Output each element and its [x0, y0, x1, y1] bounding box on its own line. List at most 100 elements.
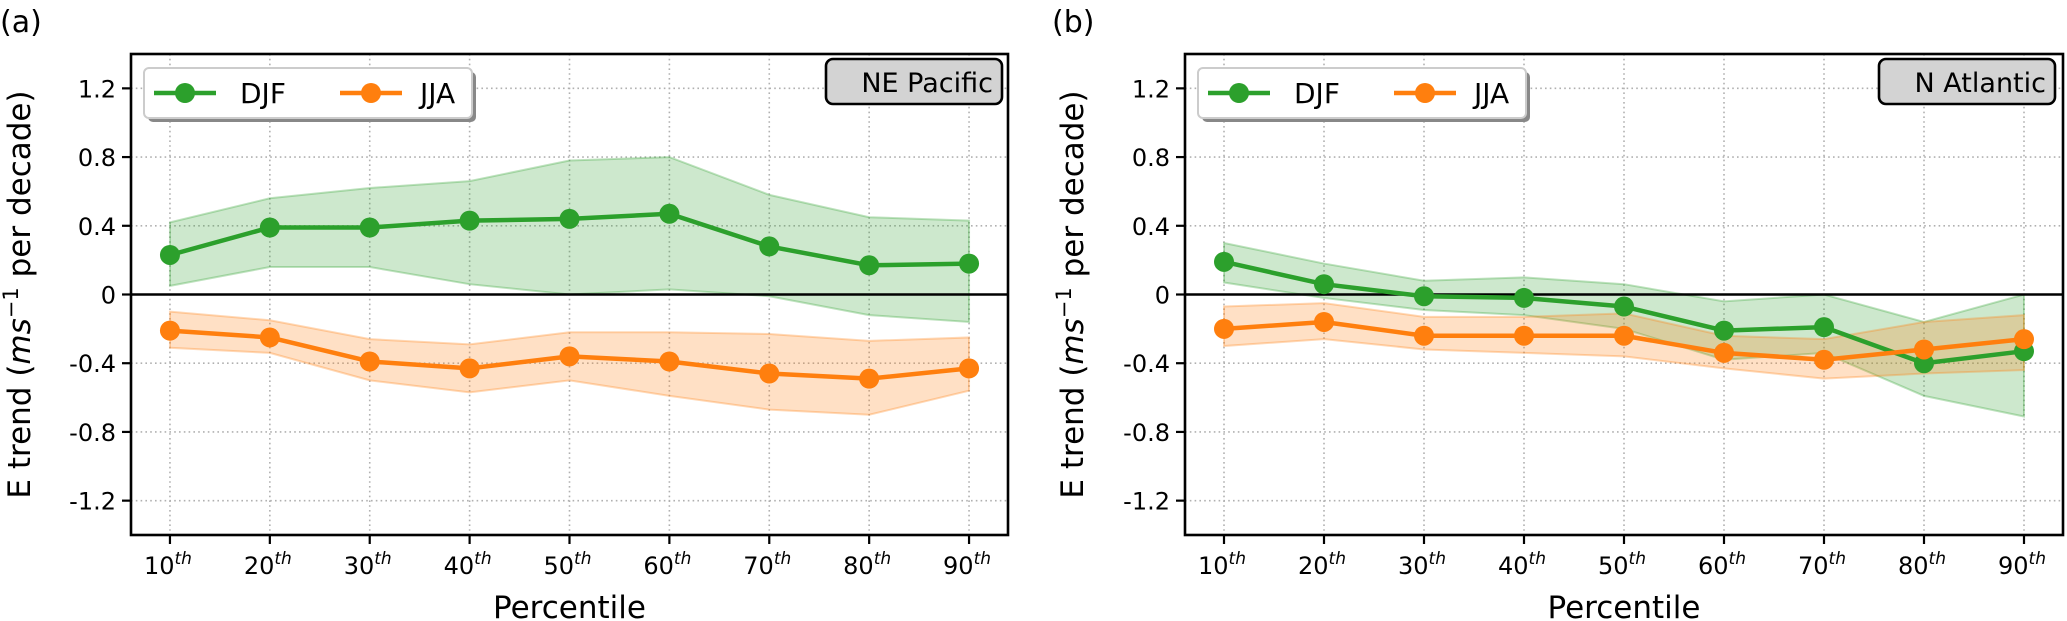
x-tick-number: 20 [244, 552, 275, 580]
data-point-jja [1614, 325, 1634, 346]
data-point-djf [559, 208, 580, 229]
data-point-djf [1314, 274, 1334, 295]
legend-marker-jja [361, 83, 381, 103]
data-point-jja [1514, 325, 1534, 346]
data-point-jja [359, 351, 380, 372]
y-tick-label: -0.4 [69, 350, 116, 378]
region-box [824, 57, 1004, 106]
x-tick-number: 60 [643, 552, 674, 580]
x-tick-suffix: th [1629, 549, 1646, 569]
x-tick-suffix: th [1229, 549, 1246, 569]
legend-box [143, 67, 473, 119]
x-tick-number: 10 [144, 552, 175, 580]
x-tick-suffix: th [774, 549, 791, 569]
y-tick-label: 1.2 [1132, 75, 1170, 103]
data-point-jja [659, 351, 680, 372]
data-point-djf [1414, 286, 1434, 307]
panel-label: (a) [0, 5, 42, 40]
x-tick-label: 20th [244, 549, 292, 580]
x-tick-number: 10 [1198, 552, 1229, 580]
x-tick-number: 30 [1398, 552, 1429, 580]
x-tick-label: 50th [1598, 549, 1646, 580]
y-tick-label: 0.8 [78, 144, 116, 172]
y-axis-label: E trend (ms−1 per decade) [1052, 90, 1091, 498]
y-tick-label: 0.4 [1132, 213, 1170, 241]
region-label: NE Pacific [861, 68, 993, 99]
y-tick-label: -1.2 [1123, 488, 1170, 516]
x-tick-label: 60th [1698, 549, 1746, 580]
data-point-djf [1614, 296, 1634, 317]
region-label: N Atlantic [1915, 68, 2046, 99]
y-tick-label: -1.2 [69, 488, 116, 516]
y-axis-label-text: E trend (ms−1 per decade) [1052, 90, 1091, 498]
x-tick-suffix: th [274, 549, 291, 569]
data-point-jja [559, 346, 580, 367]
x-tick-label: 40th [1498, 549, 1546, 580]
x-tick-label: 80th [1898, 549, 1946, 580]
legend: DJF JJA [143, 67, 476, 122]
data-point-jja [1814, 349, 1834, 370]
x-tick-label: 90th [943, 549, 991, 580]
data-point-djf [659, 203, 680, 224]
x-tick-label: 10th [1198, 549, 1246, 580]
data-point-djf [159, 244, 180, 265]
data-point-jja [159, 320, 180, 341]
legend-label-djf: DJF [1294, 77, 1340, 110]
data-point-jja [959, 358, 980, 379]
x-tick-suffix: th [1529, 549, 1546, 569]
y-tick-label: 0 [1155, 282, 1170, 310]
y-tick-label: -0.8 [1123, 419, 1170, 447]
data-point-djf [259, 217, 280, 238]
region-label-box: N Atlantic [1877, 57, 2057, 106]
data-point-djf [959, 253, 980, 274]
x-tick-number: 30 [344, 552, 375, 580]
ylabel-prefix: E trend ( [1055, 365, 1091, 499]
y-tick-label: 0 [101, 282, 116, 310]
x-tick-number: 70 [1798, 552, 1829, 580]
x-tick-number: 40 [444, 552, 475, 580]
ylabel-prefix: E trend ( [2, 365, 38, 499]
y-axis-label-text: E trend (ms−1 per decade) [0, 90, 38, 498]
x-tick-suffix: th [1329, 549, 1346, 569]
x-tick-suffix: th [574, 549, 591, 569]
x-tick-suffix: th [1429, 549, 1446, 569]
x-tick-label: 70th [743, 549, 791, 580]
data-point-jja [2014, 329, 2034, 350]
y-tick-label: 0.4 [78, 213, 116, 241]
x-tick-suffix: th [1729, 549, 1746, 569]
y-tick-label: -0.4 [1123, 350, 1170, 378]
ylabel-unit: ms [2, 318, 38, 364]
x-tick-label: 50th [544, 549, 592, 580]
x-tick-number: 90 [1998, 552, 2029, 580]
legend-label-djf: DJF [240, 77, 286, 110]
ylabel-suffix: per decade) [1055, 90, 1091, 287]
data-point-jja [859, 368, 880, 389]
x-tick-label: 40th [444, 549, 492, 580]
legend-marker-djf [1229, 83, 1249, 103]
data-point-jja [759, 363, 780, 384]
x-tick-label: 30th [344, 549, 392, 580]
panel-b: (b) E trend (ms−1 per decade) Percentile… [1052, 5, 2065, 621]
data-point-jja [1214, 318, 1234, 339]
data-point-jja [1914, 339, 1934, 360]
x-tick-number: 60 [1698, 552, 1729, 580]
ylabel-suffix: per decade) [2, 90, 38, 287]
region-box [1877, 57, 2057, 106]
x-tick-number: 70 [743, 552, 774, 580]
x-tick-number: 80 [843, 552, 874, 580]
legend-label-jja: JJA [1472, 77, 1509, 110]
x-tick-suffix: th [974, 549, 991, 569]
x-tick-label: 70th [1798, 549, 1846, 580]
x-tick-suffix: th [175, 549, 192, 569]
data-point-djf [1814, 317, 1834, 338]
ylabel-exponent: −1 [0, 287, 23, 318]
x-tick-suffix: th [674, 549, 691, 569]
data-point-djf [1214, 251, 1234, 272]
x-tick-number: 90 [943, 552, 974, 580]
y-axis-label: E trend (ms−1 per decade) [0, 90, 38, 498]
data-point-jja [1714, 342, 1734, 363]
x-tick-suffix: th [1829, 549, 1846, 569]
